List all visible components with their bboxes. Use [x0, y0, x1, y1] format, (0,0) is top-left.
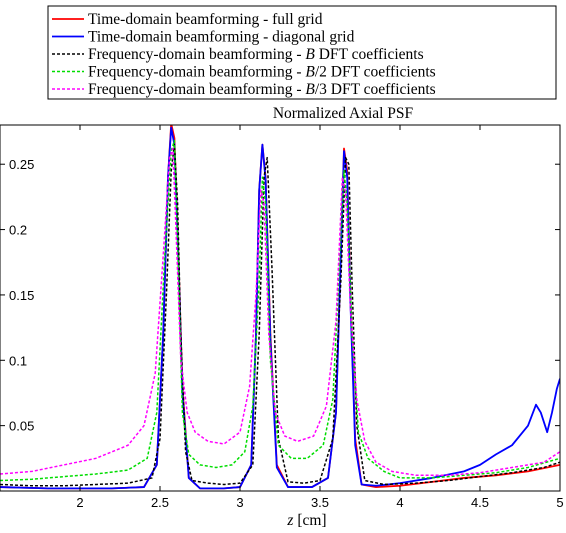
- chart-title: Normalized Axial PSF: [273, 105, 414, 122]
- series-line-4: [0, 139, 560, 482]
- x-axis: 2 2.5 3 3.5 4 4.5 5: [76, 125, 564, 510]
- legend-box: [47, 5, 557, 100]
- x-tick-label: 3.5: [311, 495, 329, 510]
- x-axis-label: z [cm]: [286, 512, 326, 529]
- y-tick-label: 0.2: [9, 223, 27, 238]
- x-axis-label-unit: [cm]: [293, 512, 326, 529]
- x-tick-label: 5: [556, 495, 563, 510]
- x-tick-label: 2: [76, 495, 83, 510]
- y-tick-label: 0.05: [9, 419, 34, 434]
- plot-area: [0, 125, 560, 491]
- x-tick-label: 4: [396, 495, 403, 510]
- legend: Time-domain beamforming - full gridTime-…: [47, 5, 557, 100]
- series-line-5: [0, 147, 560, 477]
- y-tick-label: 0.15: [9, 288, 34, 303]
- series-line-2: [0, 126, 560, 490]
- y-tick-label: 0.25: [9, 157, 34, 172]
- y-axis: 0.05 0.1 0.15 0.2 0.25: [0, 157, 560, 434]
- series-layer: [0, 125, 560, 490]
- x-axis-label-var: z: [286, 512, 293, 529]
- legend-label-4: Frequency-domain beamforming - B/2 DFT c…: [88, 64, 436, 81]
- legend-label-3: Frequency-domain beamforming - B DFT coe…: [88, 46, 424, 63]
- legend-label-1: Time-domain beamforming - full grid: [88, 11, 323, 28]
- x-tick-label: 2.5: [151, 495, 169, 510]
- legend-label-2: Time-domain beamforming - diagonal grid: [88, 29, 355, 46]
- legend-label-5: Frequency-domain beamforming - B/3 DFT c…: [88, 81, 436, 98]
- series-line-3: [0, 143, 560, 487]
- x-tick-label: 4.5: [471, 495, 489, 510]
- x-tick-label: 3: [236, 495, 243, 510]
- legend-items: Time-domain beamforming - full gridTime-…: [52, 11, 436, 98]
- plot-frame: [0, 124, 561, 492]
- y-tick-label: 0.1: [9, 353, 27, 368]
